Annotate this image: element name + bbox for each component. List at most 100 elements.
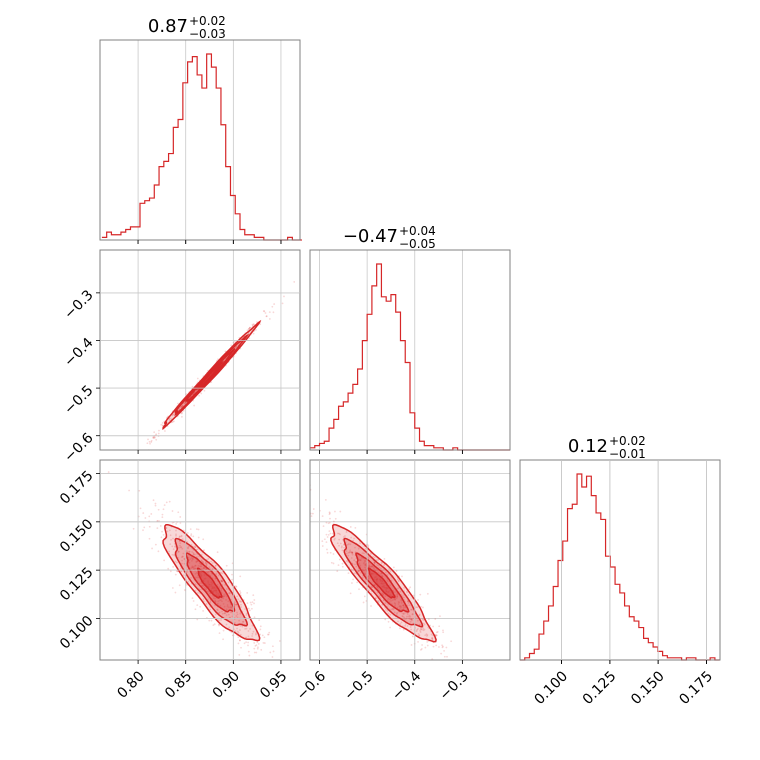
scatter-p1-p2-sample bbox=[293, 281, 296, 283]
scatter-p1-p3-sample bbox=[214, 600, 217, 603]
scatter-p1-p3-sample bbox=[191, 558, 194, 561]
scatter-p2-p3-sample bbox=[431, 637, 434, 640]
scatter-p2-p3-sample bbox=[377, 559, 379, 562]
scatter-p1-p3-sample bbox=[223, 605, 226, 608]
scatter-p1-p3-sample bbox=[180, 535, 183, 538]
scatter-p2-p3-sample bbox=[382, 599, 385, 602]
scatter-p2-p3-sample bbox=[419, 629, 422, 632]
scatter-p2-p3-sample bbox=[367, 577, 370, 580]
scatter-p2-p3-sample bbox=[359, 542, 362, 545]
hist-p2-step-line bbox=[310, 263, 510, 451]
scatter-p1-p2-sample bbox=[248, 327, 251, 330]
scatter-p1-p3-sample bbox=[238, 653, 241, 656]
scatter-p1-p3-sample bbox=[169, 570, 172, 573]
scatter-p2-p3-sample bbox=[394, 597, 397, 600]
scatter-p2-p3-sample bbox=[334, 537, 336, 540]
scatter-p2-p3-sample bbox=[396, 611, 399, 614]
scatter-p2-p3-sample bbox=[362, 569, 365, 572]
scatter-p1-p3-sample bbox=[169, 534, 172, 537]
scatter-p1-p3-contour-3 bbox=[196, 567, 223, 599]
scatter-p1-p3-sample bbox=[253, 602, 255, 605]
scatter-p2-p3-sample bbox=[369, 585, 372, 588]
scatter-p1-p2-sample bbox=[268, 311, 271, 314]
scatter-p2-p3-sample bbox=[443, 655, 446, 658]
scatter-p2-p3-sample bbox=[359, 564, 362, 567]
scatter-p1-p3-sample bbox=[165, 527, 168, 529]
scatter-p1-p3-sample bbox=[226, 605, 229, 608]
scatter-p2-p3-contour-3 bbox=[367, 567, 396, 599]
scatter-p1-p3-sample bbox=[250, 603, 253, 606]
scatter-p1-p2-sample bbox=[246, 329, 249, 332]
scatter-p2-p3-sample bbox=[345, 550, 348, 553]
axis-left-p3-yticklabel-3: 0.175 bbox=[57, 468, 97, 508]
scatter-p2-p3-sample bbox=[321, 515, 324, 518]
scatter-p1-p3-sample bbox=[209, 608, 212, 611]
scatter-p1-p3-sample bbox=[220, 571, 223, 574]
scatter-p2-p3-sample bbox=[442, 645, 444, 648]
scatter-p1-p3-sample bbox=[205, 568, 208, 571]
scatter-p1-p3-sample bbox=[216, 609, 219, 611]
scatter-p1-p3-sample bbox=[212, 590, 214, 593]
scatter-p1-p2-sample bbox=[181, 405, 184, 407]
scatter-p2-p3-sample bbox=[338, 538, 341, 541]
scatter-p1-p3-sample bbox=[186, 550, 189, 553]
scatter-p2-p3-sample bbox=[373, 562, 376, 565]
scatter-p1-p3-sample bbox=[175, 533, 177, 536]
scatter-p1-p3-sample bbox=[237, 642, 240, 645]
scatter-p1-p3-sample bbox=[245, 636, 248, 639]
scatter-p2-p3-sample bbox=[426, 592, 429, 595]
scatter-p1-p3-sample bbox=[222, 602, 225, 605]
scatter-p1-p3-sample bbox=[174, 545, 177, 548]
scatter-p1-p3-sample bbox=[221, 572, 224, 575]
scatter-p1-p3-sample bbox=[204, 562, 207, 565]
scatter-p1-p3-sample bbox=[203, 566, 206, 569]
hist-p3-bin-20 bbox=[615, 584, 620, 660]
scatter-p2-p3-sample bbox=[325, 541, 328, 544]
scatter-p2-p3-sample bbox=[424, 646, 427, 649]
scatter-p2-p3-sample bbox=[418, 623, 421, 626]
scatter-p1-p3-sample bbox=[197, 564, 200, 567]
scatter-p2-p3-sample bbox=[376, 577, 378, 580]
scatter-p2-p3-sample bbox=[397, 580, 400, 583]
hist-p3-bin-22 bbox=[625, 606, 630, 660]
scatter-p1-p3-sample bbox=[210, 585, 213, 588]
scatter-p1-p3-sample bbox=[257, 646, 259, 649]
scatter-p2-p3-sample bbox=[423, 623, 426, 626]
scatter-p1-p2-sample bbox=[259, 323, 262, 326]
scatter-p2-p3-sample bbox=[417, 641, 419, 643]
scatter-p2-p3-sample bbox=[304, 497, 306, 499]
scatter-p2-p3-sample bbox=[417, 627, 419, 630]
scatter-p1-p2-sample bbox=[251, 323, 254, 326]
scatter-p2-p3-sample bbox=[341, 545, 343, 548]
hist-p1-bin-27 bbox=[230, 195, 235, 240]
scatter-p1-p3-sample bbox=[200, 565, 203, 568]
scatter-p1-p3-sample bbox=[225, 598, 227, 601]
scatter-p1-p3-sample bbox=[132, 527, 135, 530]
scatter-p2-p3-sample bbox=[416, 619, 419, 622]
scatter-p1-p3-sample bbox=[174, 591, 177, 594]
scatter-p2-p3-sample bbox=[350, 551, 353, 554]
scatter-p1-p3-sample bbox=[172, 566, 175, 568]
scatter-p2-p3-sample bbox=[321, 545, 324, 547]
scatter-p2-p3-sample bbox=[395, 570, 398, 572]
scatter-p1-p3-sample bbox=[148, 525, 151, 528]
scatter-p2-p3-sample bbox=[377, 601, 380, 603]
scatter-p1-p3-sample bbox=[200, 584, 203, 587]
scatter-p1-p3-sample bbox=[162, 508, 165, 511]
hist-p1-bin-20 bbox=[197, 75, 202, 240]
scatter-p1-p3-sample bbox=[192, 535, 195, 538]
scatter-p2-p3-sample bbox=[361, 557, 363, 559]
scatter-p2-p3-sample bbox=[363, 561, 366, 564]
scatter-p2-p3-sample bbox=[389, 626, 391, 629]
scatter-p1-p3-sample bbox=[221, 580, 224, 582]
scatter-p2-p3-sample bbox=[440, 652, 443, 655]
scatter-p2-p3-sample bbox=[390, 599, 392, 602]
scatter-p1-p3-sample bbox=[231, 611, 233, 614]
scatter-p2-p3-sample bbox=[442, 631, 445, 634]
scatter-p1-p3-sample bbox=[172, 548, 175, 551]
scatter-p2-p3-sample bbox=[327, 522, 330, 525]
scatter-p1-p3-sample bbox=[229, 611, 232, 614]
scatter-p2-p3-sample bbox=[329, 512, 331, 515]
scatter-p1-p2-sample bbox=[138, 455, 140, 457]
hist-p3-frame bbox=[519, 459, 721, 661]
